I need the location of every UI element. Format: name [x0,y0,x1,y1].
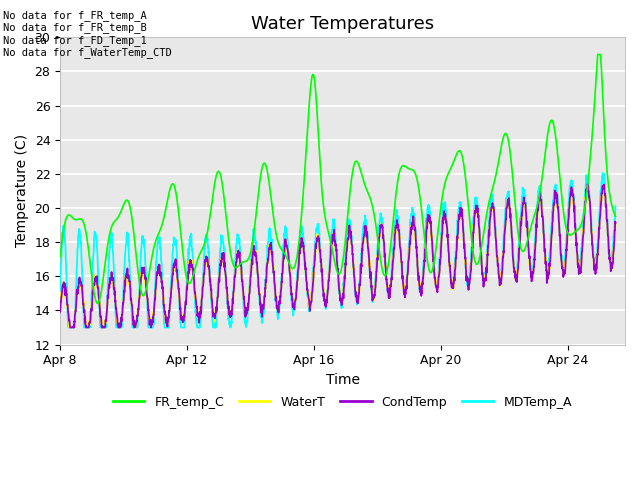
Title: Water Temperatures: Water Temperatures [251,15,434,33]
Text: No data for f_FR_temp_A
No data for f_FR_temp_B
No data for f_FD_Temp_1
No data : No data for f_FR_temp_A No data for f_FR… [3,10,172,58]
X-axis label: Time: Time [326,373,360,387]
Y-axis label: Temperature (C): Temperature (C) [15,134,29,248]
Legend: FR_temp_C, WaterT, CondTemp, MDTemp_A: FR_temp_C, WaterT, CondTemp, MDTemp_A [108,391,577,414]
